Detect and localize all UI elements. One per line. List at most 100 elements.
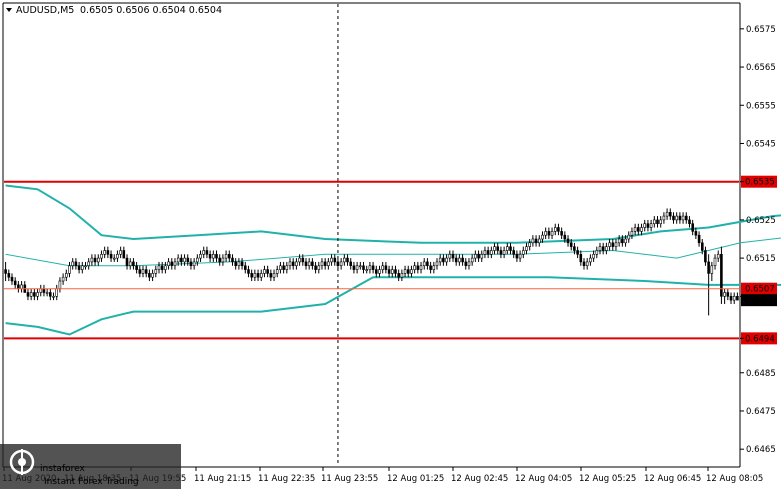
candle-body [151, 273, 154, 278]
x-tick-label: 12 Aug 08:05 [706, 474, 763, 484]
candle-body [116, 254, 119, 259]
candle [636, 223, 640, 236]
candle [576, 246, 579, 259]
candle [279, 261, 282, 274]
candle [132, 258, 135, 270]
candle-body [365, 269, 369, 271]
candle-body [119, 250, 122, 255]
candle [419, 261, 423, 274]
candle-body [237, 261, 241, 266]
candle-body [148, 273, 151, 278]
candle [531, 235, 535, 247]
candle-body [720, 254, 723, 297]
candle-body [244, 265, 247, 270]
dropdown-triangle-icon[interactable] [6, 8, 12, 12]
candle [36, 288, 39, 301]
candle [432, 261, 436, 274]
candle [13, 277, 17, 289]
candle-body [477, 254, 480, 259]
candle-body [90, 257, 94, 263]
candle [544, 227, 548, 240]
y-tick-label: 0.6515 [746, 254, 776, 264]
candle [301, 254, 305, 266]
candle-body [474, 254, 477, 259]
candle [627, 231, 631, 243]
candle-body [451, 254, 455, 259]
candle-body [614, 242, 618, 247]
candle-body [282, 265, 285, 270]
candle-body [426, 261, 429, 266]
candle [295, 258, 298, 270]
candle [282, 261, 285, 274]
candle-body [445, 257, 448, 263]
candle [518, 250, 522, 262]
candle [352, 261, 356, 274]
candle [710, 261, 714, 282]
candle-body [505, 246, 509, 251]
candle [553, 223, 557, 236]
candle-body [390, 269, 394, 274]
x-tick-label: 12 Aug 05:25 [579, 474, 636, 484]
candle [160, 261, 164, 274]
candle [208, 250, 212, 262]
candle-body [630, 231, 634, 236]
candle [534, 235, 538, 247]
candle-body [202, 250, 205, 255]
candle-body [339, 261, 343, 266]
candle-body [205, 250, 209, 255]
candle-body [301, 257, 305, 263]
band-upper [5, 184, 781, 244]
candle [726, 288, 730, 301]
candle-body [509, 246, 512, 251]
candle-body [525, 246, 528, 251]
ohlc-readout: 0.6505 0.6506 0.6504 0.6504 [80, 5, 222, 16]
candle-body [48, 292, 52, 297]
candle [212, 250, 215, 262]
candle-body [39, 288, 43, 293]
candle-body [646, 223, 650, 228]
candle [700, 239, 704, 255]
candle-body [317, 265, 321, 270]
candle [368, 261, 372, 274]
candle [509, 242, 512, 255]
candle-body [438, 257, 442, 263]
candle [263, 265, 266, 278]
candle-body [157, 265, 161, 270]
candle-body [84, 265, 87, 268]
candle-body [672, 215, 675, 221]
candle-body [279, 265, 282, 270]
candle-body [224, 254, 228, 259]
candle-body [387, 269, 391, 274]
candle [304, 258, 308, 270]
candle [314, 261, 317, 274]
candle-body [461, 257, 464, 263]
candle-body [141, 269, 145, 274]
candle [426, 258, 429, 270]
candle-body [592, 254, 595, 259]
candle-body [550, 231, 554, 236]
y-tick-label: 0.6485 [746, 369, 776, 379]
candle-body [93, 257, 97, 263]
candle-body [269, 273, 273, 278]
candle-body [621, 238, 624, 244]
candle [521, 246, 525, 259]
candle-body [710, 265, 714, 274]
candle [109, 250, 113, 262]
candle [100, 250, 103, 262]
candle [621, 235, 624, 247]
candle-body [10, 276, 14, 282]
candle [390, 265, 394, 278]
candle-body [688, 219, 691, 224]
candle-body [234, 261, 237, 266]
x-tick-label: 12 Aug 02:45 [451, 474, 508, 484]
candle [665, 208, 669, 220]
candle [493, 242, 496, 255]
candle [84, 261, 87, 270]
candle [633, 223, 637, 236]
candle [151, 269, 154, 282]
candle [489, 246, 493, 259]
candle-body [170, 261, 174, 266]
candle [122, 246, 126, 259]
candle [247, 265, 250, 278]
